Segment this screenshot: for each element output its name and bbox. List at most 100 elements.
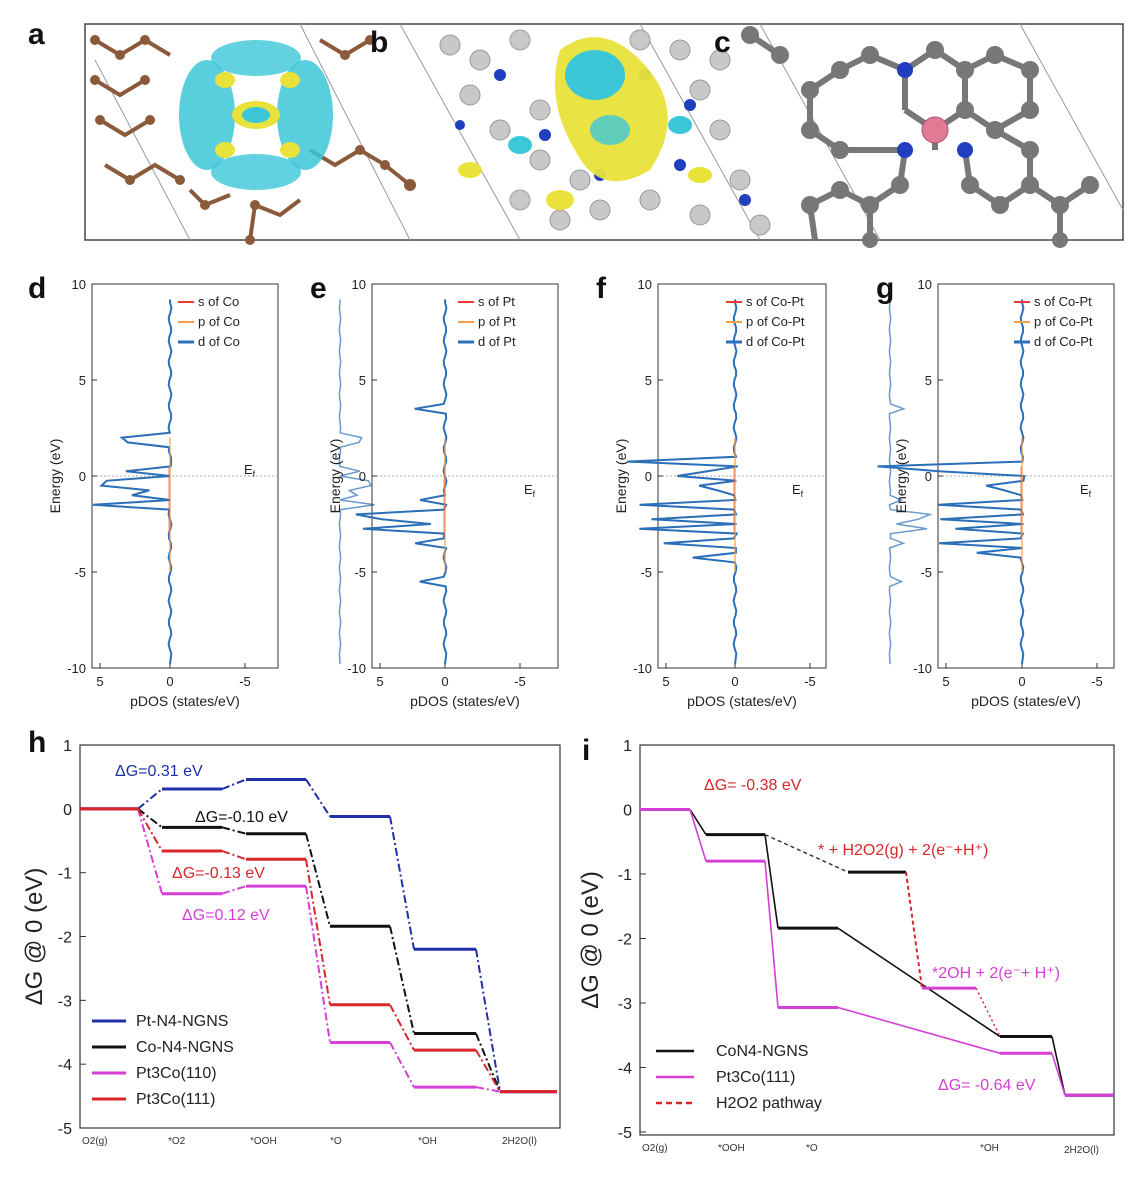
panel-letter-g: g <box>876 272 894 305</box>
fermi-label: Ef <box>1080 482 1092 499</box>
legend-label: p of Co <box>198 314 240 329</box>
panel-letter-h: h <box>28 726 46 759</box>
fermi-label: Ef <box>792 482 804 499</box>
pdos-panel-f: f 10 5 0 -5 -10 5 0 -5 pDOS (states/eV) Energy (e… <box>596 272 827 709</box>
pdos-panel-d: d 10 5 0 -5 -10 5 0 -5 pDOS (states/eV) Energy (e… <box>28 272 375 709</box>
x-tick-label: -5 <box>514 674 526 689</box>
connector-line <box>689 809 707 836</box>
delta-g-annotation: ΔG=-0.13 eV <box>172 865 265 882</box>
d-orbital-curve-mirror <box>338 299 375 665</box>
step-label: 2H2O(l) <box>1064 1145 1099 1156</box>
y-axis-label: ΔG @ 0 (eV) <box>577 871 604 1009</box>
connector-line <box>305 885 331 1043</box>
x-tick-label: -5 <box>239 674 251 689</box>
step-label: *OOH <box>718 1143 745 1154</box>
connector-line <box>1051 1053 1066 1096</box>
x-axis-label: pDOS (states/eV) <box>130 693 240 709</box>
y-tick-label: -1 <box>58 866 72 883</box>
legend-label: p of Pt <box>478 314 516 329</box>
step-label: *OH <box>418 1136 437 1147</box>
legend-label: Pt3Co(110) <box>136 1065 217 1082</box>
connector-line <box>475 1049 501 1093</box>
legend-label: d of Co-Pt <box>1034 334 1093 349</box>
y-tick-label: -2 <box>618 932 632 949</box>
y-tick-label: 5 <box>359 373 366 388</box>
legend-label: p of Co-Pt <box>746 314 805 329</box>
legend-label: Pt3Co(111) <box>136 1091 215 1108</box>
y-tick-label: -5 <box>618 1125 632 1142</box>
y-tick-label: 5 <box>645 373 652 388</box>
y-tick-label: -3 <box>618 996 632 1013</box>
x-tick-label: 5 <box>942 674 949 689</box>
delta-g-annotation: ΔG= -0.38 eV <box>704 777 802 794</box>
connector-line <box>389 926 415 1034</box>
y-tick-label: -2 <box>58 930 72 947</box>
x-tick-label: 0 <box>441 674 448 689</box>
connector-line <box>221 885 247 895</box>
step-label: *OH <box>980 1143 999 1154</box>
legend-label: H2O2 pathway <box>716 1095 822 1112</box>
legend-label: s of Co-Pt <box>746 294 804 309</box>
legend-label: d of Pt <box>478 334 516 349</box>
y-tick-label: -3 <box>58 993 72 1010</box>
connector-line <box>837 1006 1001 1055</box>
d-orbital-curve-mirror <box>888 299 934 665</box>
y-tick-label: 10 <box>72 277 86 292</box>
y-tick-label: 5 <box>79 373 86 388</box>
y-tick-label: 0 <box>79 469 86 484</box>
y-tick-label: 10 <box>918 277 932 292</box>
panel-letter-i: i <box>582 734 590 767</box>
step-label: O2(g) <box>82 1136 108 1147</box>
y-tick-label: 10 <box>638 277 652 292</box>
connector-line <box>1051 1036 1066 1096</box>
panel-letter-c: c <box>714 26 731 59</box>
connector-line <box>137 808 163 895</box>
d-orbital-curve <box>355 299 448 665</box>
panel-a-structure <box>90 35 416 245</box>
connector-line <box>389 1004 415 1051</box>
legend-label: s of Co-Pt <box>1034 294 1092 309</box>
connector-line <box>137 788 163 810</box>
y-tick-label: 10 <box>352 277 366 292</box>
y-tick-label: 0 <box>925 469 932 484</box>
connector-line <box>837 927 1001 1038</box>
delta-g-annotation: ΔG=0.31 eV <box>115 763 203 780</box>
x-tick-label: 5 <box>96 674 103 689</box>
y-tick-label: 0 <box>623 803 632 820</box>
step-label: *O2 <box>168 1136 186 1147</box>
step-label: *O <box>330 1136 342 1147</box>
step-label: *O <box>806 1143 818 1154</box>
x-tick-label: -5 <box>804 674 816 689</box>
y-axis-label: Energy (eV) <box>327 439 343 514</box>
y-tick-label: 1 <box>63 738 72 755</box>
x-tick-label: 0 <box>166 674 173 689</box>
x-tick-label: 0 <box>731 674 738 689</box>
connector-line <box>137 808 163 852</box>
y-tick-label: -1 <box>618 867 632 884</box>
y-tick-label: 0 <box>645 469 652 484</box>
y-tick-label: -5 <box>920 565 932 580</box>
connector-line <box>764 861 779 1008</box>
legend-label: Pt-N4-NGNS <box>136 1013 228 1030</box>
structure-strip: a b c <box>28 18 1124 248</box>
connector-line <box>221 778 247 790</box>
y-tick-label: -4 <box>58 1057 72 1074</box>
x-tick-label: 5 <box>376 674 383 689</box>
pdos-panel-e: e 10 5 0 -5 -10 5 0 -5 pDOS (states/eV) Energy (e… <box>310 272 934 709</box>
legend-label: d of Co-Pt <box>746 334 805 349</box>
connector-line <box>305 778 331 818</box>
delta-g-annotation: * + H2O2(g) + 2(e⁻+H⁺) <box>818 842 988 859</box>
y-tick-label: 5 <box>925 373 932 388</box>
panel-c-structure <box>741 26 1099 248</box>
y-tick-label: -10 <box>633 661 652 676</box>
y-tick-label: -10 <box>913 661 932 676</box>
panel-letter-d: d <box>28 272 46 305</box>
panel-letter-b: b <box>370 26 388 59</box>
y-tick-label: -10 <box>67 661 86 676</box>
y-tick-label: -5 <box>58 1121 72 1138</box>
d-orbital-curve <box>627 299 739 665</box>
x-tick-label: 0 <box>1018 674 1025 689</box>
fermi-label: Ef <box>244 462 256 479</box>
connector-line <box>389 816 415 950</box>
legend-label: d of Co <box>198 334 240 349</box>
